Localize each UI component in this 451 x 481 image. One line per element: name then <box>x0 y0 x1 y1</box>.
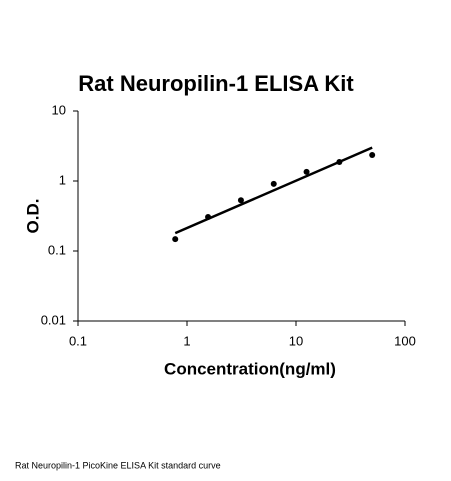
data-point <box>270 180 277 187</box>
data-point <box>369 152 376 159</box>
x-tick-label: 1 <box>183 333 190 348</box>
y-tick-label: 0.1 <box>48 242 66 257</box>
y-tick-label: 1 <box>59 172 66 187</box>
x-tick-label: 0.1 <box>69 333 87 348</box>
caption: Rat Neuropilin-1 PicoKine ELISA Kit stan… <box>15 460 221 470</box>
data-point <box>172 236 179 243</box>
x-axis-label: Concentration(ng/ml) <box>164 359 336 378</box>
y-tick-label: 10 <box>52 102 66 117</box>
data-point <box>237 197 244 204</box>
fit-line <box>174 146 373 235</box>
data-point <box>303 168 310 175</box>
y-tick-label: 0.01 <box>41 312 66 327</box>
y-axis-label: O.D. <box>23 199 42 234</box>
x-tick-label: 10 <box>289 333 303 348</box>
chart-title: Rat Neuropilin-1 ELISA Kit <box>78 71 354 96</box>
x-tick-label: 100 <box>394 333 416 348</box>
